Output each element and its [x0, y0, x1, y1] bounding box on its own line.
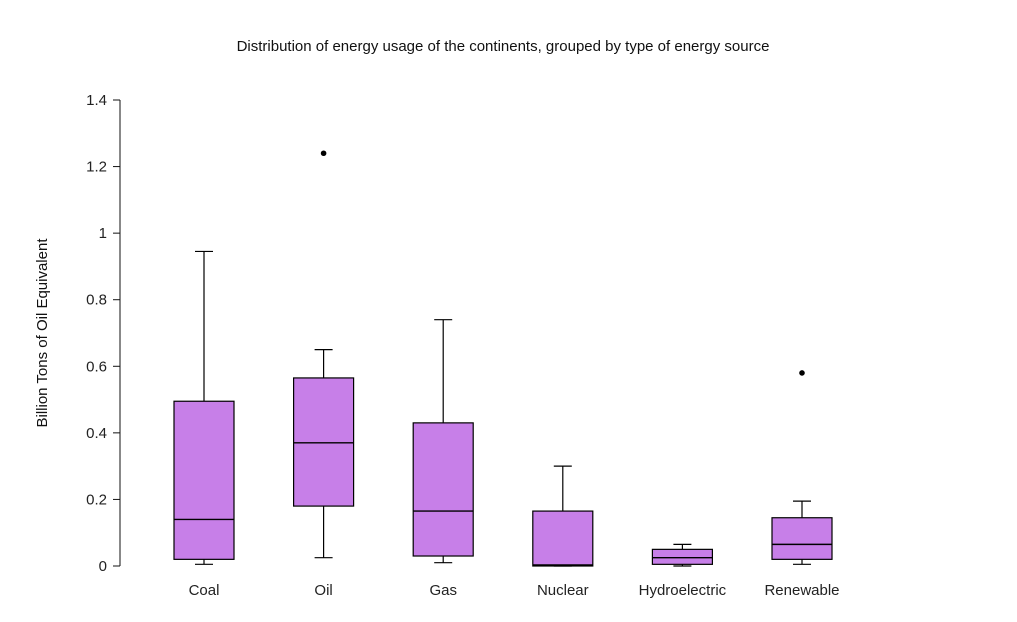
- box-iqr: [651, 548, 714, 565]
- y-tick-label: 0.6: [86, 358, 107, 375]
- category-label-gas: Gas: [429, 582, 457, 599]
- y-tick-label: 1.4: [86, 92, 107, 109]
- y-axis-ticks: 0 0.2 0.4 0.6 0.8 1 1.2 1.4: [86, 92, 120, 575]
- box-iqr: [412, 422, 474, 557]
- chart-title: Distribution of energy usage of the cont…: [237, 38, 770, 55]
- y-tick-label: 0: [99, 558, 107, 575]
- box-iqr: [173, 400, 235, 560]
- y-tick-label: 0.2: [86, 491, 107, 508]
- outlier-point: [320, 150, 327, 157]
- y-tick-label: 0.8: [86, 292, 107, 309]
- category-label-nuclear: Nuclear: [537, 582, 589, 599]
- box-hydroelectric: [651, 543, 714, 567]
- box-iqr: [293, 377, 355, 507]
- y-axis-label: Billion Tons of Oil Equivalent: [34, 238, 51, 428]
- box-coal: [173, 250, 235, 565]
- box-renewable: [771, 370, 833, 565]
- box-nuclear: [532, 465, 594, 567]
- y-tick-label: 0.4: [86, 425, 107, 442]
- category-label-oil: Oil: [314, 582, 332, 599]
- category-label-renewable: Renewable: [764, 582, 839, 599]
- box-oil: [293, 150, 355, 559]
- box-iqr: [771, 517, 833, 560]
- category-label-hydroelectric: Hydroelectric: [639, 582, 727, 599]
- box-gas: [412, 319, 474, 564]
- box-series: [173, 150, 833, 567]
- x-axis-category-labels: Coal Oil Gas Nuclear Hydroelectric Renewable: [189, 582, 840, 599]
- y-tick-label: 1: [99, 225, 107, 242]
- box-iqr: [532, 510, 594, 567]
- category-label-coal: Coal: [189, 582, 220, 599]
- outlier-point: [799, 370, 805, 376]
- y-tick-label: 1.2: [86, 159, 107, 176]
